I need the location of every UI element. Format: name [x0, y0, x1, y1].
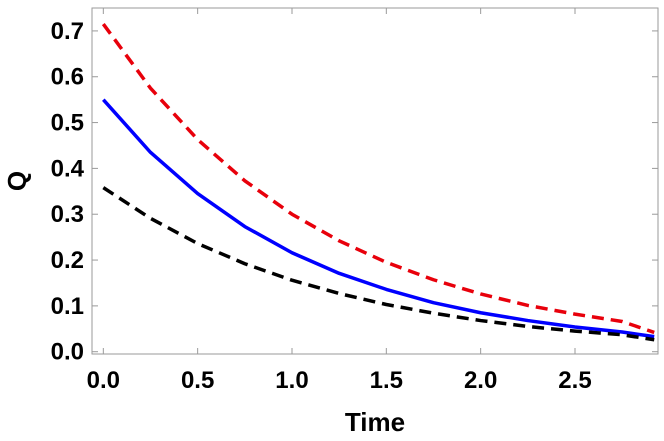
x-tick-label: 2.5	[558, 367, 591, 394]
x-tick-label: 0.0	[87, 367, 120, 394]
y-tick-label: 0.7	[51, 18, 84, 45]
y-tick-label: 0.0	[51, 339, 84, 366]
y-tick-label: 0.3	[51, 201, 84, 228]
y-tick-label: 0.6	[51, 64, 84, 91]
y-axis-ticks: 0.0 0.1 0.2 0.3 0.4 0.5 0.6 0.7	[51, 18, 658, 366]
x-tick-label: 2.0	[464, 367, 497, 394]
x-tick-label: 1.5	[370, 367, 403, 394]
x-tick-label: 1.0	[275, 367, 308, 394]
series-line-1	[101, 23, 655, 335]
series-line-3	[102, 186, 655, 342]
series-line-2	[102, 98, 655, 339]
x-tick-label: 0.5	[181, 367, 214, 394]
y-tick-label: 0.4	[51, 155, 85, 182]
x-axis-ticks: 0.0 0.5 1.0 1.5 2.0 2.5	[87, 8, 592, 394]
x-axis-label: Time	[345, 407, 405, 437]
plot-frame	[91, 7, 659, 355]
y-axis-label: Q	[2, 171, 32, 191]
y-tick-label: 0.5	[51, 110, 84, 137]
y-tick-label: 0.2	[51, 247, 84, 274]
series-layer	[101, 23, 655, 342]
y-tick-label: 0.1	[51, 293, 84, 320]
